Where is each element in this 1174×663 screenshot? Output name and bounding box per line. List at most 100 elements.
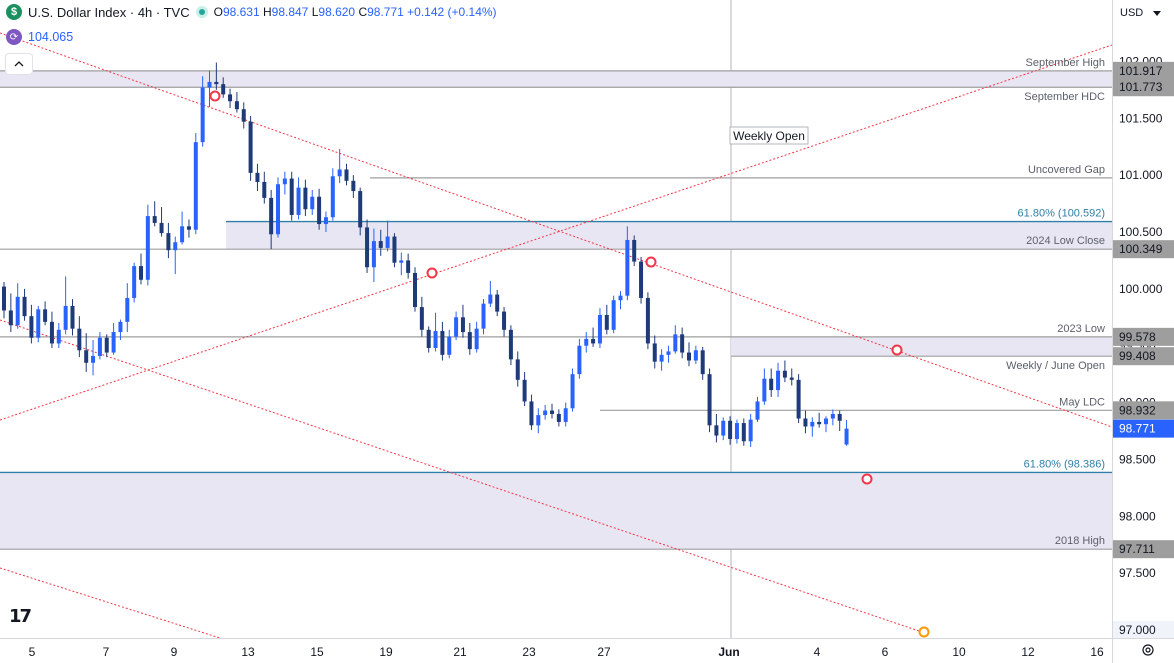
candle [152,201,157,227]
candle [796,374,801,424]
candle-body [180,226,185,243]
tradingview-logo[interactable]: 17 [9,606,32,627]
candle-body [673,334,678,352]
candle-body [803,418,808,427]
candle [269,189,274,250]
candle [652,335,657,369]
candle [63,276,68,335]
candle [673,325,678,354]
axis-price-bg [1113,347,1174,366]
candle [241,102,246,129]
candle [139,253,143,285]
candle-body [515,359,520,380]
ohlc-values: O98.631 H98.847 L98.620 C98.771 +0.142 (… [213,5,497,19]
candle [371,228,376,283]
candle-body [687,352,691,361]
candle [378,229,383,256]
axis-price-text: 98.932 [1119,403,1156,417]
x-tick-label: 7 [103,645,110,659]
level-label: Weekly / June Open [1006,360,1105,372]
candle-body [22,296,27,317]
candle [776,362,781,397]
indicator-icon[interactable]: ⟳ [6,29,22,45]
candle [844,419,849,446]
candle [330,168,335,221]
candle-body [659,354,664,362]
trend-line [0,44,1112,421]
candle-body [91,355,96,363]
low-value: 98.620 [318,5,356,19]
candle-body [70,305,75,329]
candle-body [317,196,322,225]
candle-body [111,332,116,353]
candle-body [337,169,342,177]
candle [323,211,328,232]
x-tick-label: 9 [171,645,178,659]
currency-selector[interactable]: USD [1114,2,1170,24]
price-axis[interactable]: 102.000101.500101.000100.500100.00099.50… [1112,0,1174,638]
candle [611,295,616,334]
candle [721,417,726,441]
candle [200,76,205,147]
axis-price-label: 99.408 [1113,347,1174,366]
level-label: Uncovered Gap [1028,164,1105,176]
symbol-title[interactable]: U.S. Dollar Index · 4h · TVC [28,4,190,20]
axis-corner [1112,638,1174,663]
candle-body [830,413,835,419]
candle-body [577,345,582,375]
candle [70,299,75,336]
annotation-box [729,126,809,145]
candle [687,342,691,367]
candle [680,327,685,359]
candle [447,329,452,359]
candle [618,291,623,310]
candle [426,326,431,353]
candle-body [474,328,479,350]
candle [454,311,459,341]
candle-body [77,328,82,351]
gear-icon[interactable] [1141,643,1155,657]
x-tick-label: 27 [597,645,611,659]
candle [365,219,370,273]
candle [837,410,842,432]
candle [734,419,739,444]
candle-body [255,172,260,182]
candle-body [241,109,246,122]
candle-body [276,184,280,235]
candle-body [49,321,54,344]
price-chart[interactable]: September High September HDC Uncovered Gap… [0,0,1112,638]
candle-body [810,421,815,427]
candle-body [207,81,212,88]
candle-body [488,294,493,304]
x-tick-label: 21 [453,645,467,659]
candle-body [460,317,465,333]
candle-body [310,196,315,210]
candle [221,77,226,98]
dollar-sign-icon[interactable]: $ [6,4,22,20]
candle [296,177,301,220]
axis-price-bg [1113,240,1174,259]
candle [49,311,54,348]
candle [234,92,239,113]
axis-bottom-bg [1113,621,1174,638]
candle [570,368,575,412]
candle-body [467,332,472,350]
candle-body [680,334,685,353]
open-value: 98.631 [222,5,260,19]
axis-price-bg [1113,540,1174,559]
zone-band [0,70,1112,88]
candle [173,236,178,275]
candle-body [481,303,486,329]
candle [125,283,130,333]
candle [810,417,815,437]
chevron-up-icon[interactable] [5,53,33,75]
axis-price-bg [1113,78,1174,97]
axis-price-label: 100.349 [1113,240,1174,259]
candle-body [269,197,274,235]
time-axis[interactable]: 5 7 9 13 15 19 21 23 27 Jun 4 6 10 12 16 [0,638,1112,663]
candle-body [426,329,431,348]
candle-body [63,305,68,330]
level-label: 61.80% (98.386) [1024,458,1105,470]
level-label: May LDC [1059,396,1105,408]
candle [591,327,596,347]
